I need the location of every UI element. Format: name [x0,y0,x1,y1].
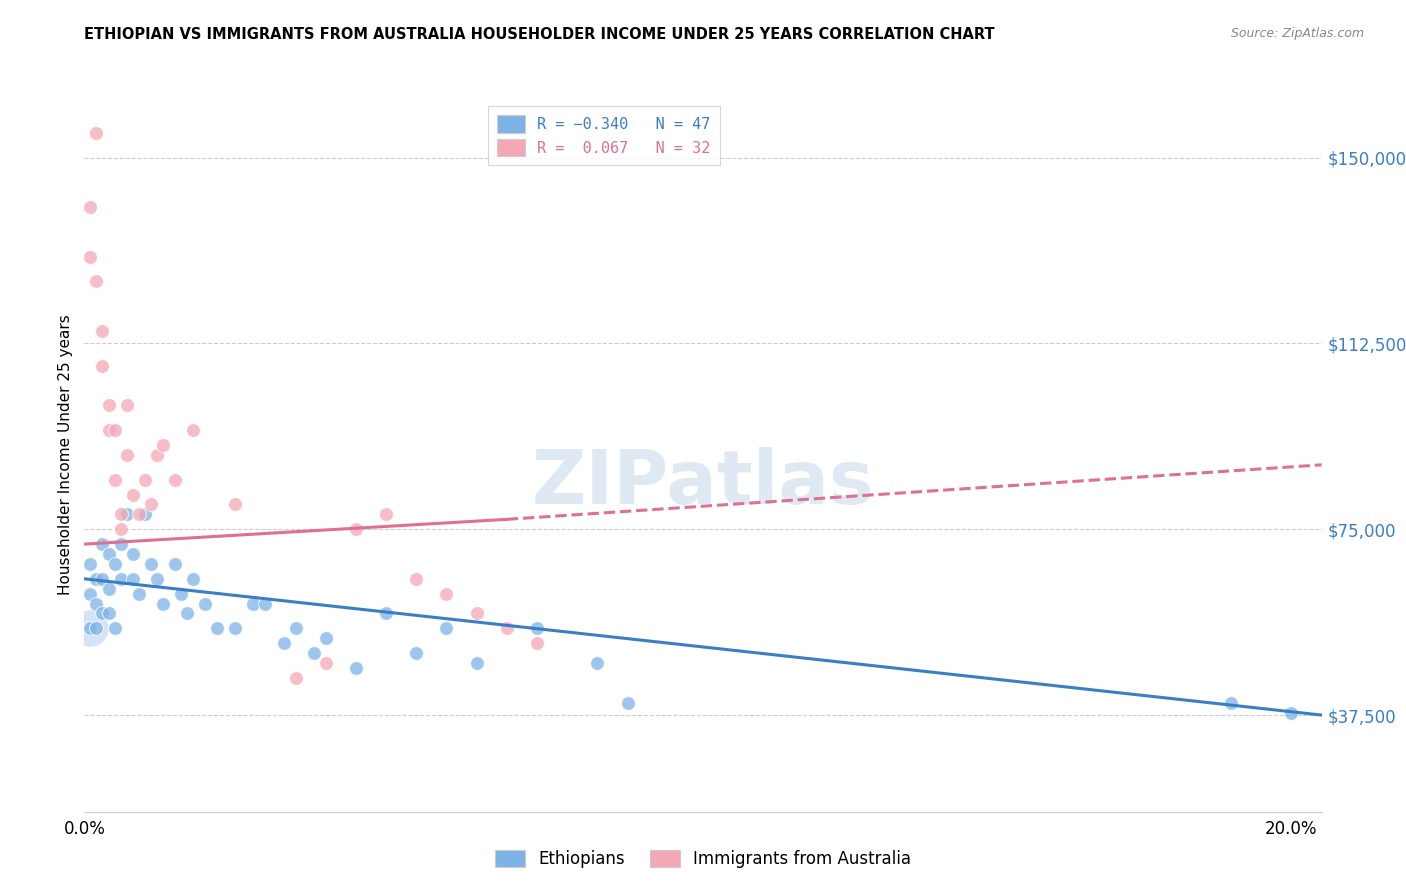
Point [344,522,367,536]
Point [121,487,143,501]
Point [91,537,114,551]
Point [115,508,138,522]
Point [110,522,132,536]
Legend: Ethiopians, Immigrants from Australia: Ethiopians, Immigrants from Australia [488,843,918,875]
Point [146,572,169,586]
Point [79,200,101,214]
Point [526,621,548,635]
Point [128,508,150,522]
Point [91,324,114,338]
Point [97,582,120,596]
Point [405,646,427,660]
Point [616,696,638,710]
Point [315,632,337,646]
Point [302,646,325,660]
Point [224,498,246,512]
Point [110,537,132,551]
Point [273,636,295,650]
Point [163,557,186,571]
Point [134,473,156,487]
Point [242,597,264,611]
Point [181,572,204,586]
Point [115,398,138,412]
Point [526,636,548,650]
Point [79,557,101,571]
Point [586,656,609,670]
Point [315,656,337,670]
Point [97,547,120,561]
Point [465,656,488,670]
Point [103,473,125,487]
Point [86,597,108,611]
Point [176,607,198,621]
Point [170,587,193,601]
Point [97,423,120,437]
Point [86,572,108,586]
Point [128,587,150,601]
Point [375,508,398,522]
Point [1220,696,1243,710]
Text: ZIPatlas: ZIPatlas [531,447,875,520]
Point [152,597,174,611]
Point [79,250,101,264]
Point [110,508,132,522]
Point [139,557,162,571]
Point [121,547,143,561]
Point [465,607,488,621]
Point [436,621,458,635]
Point [91,572,114,586]
Point [495,621,517,635]
Point [110,572,132,586]
Point [344,661,367,675]
Point [103,557,125,571]
Point [375,607,398,621]
Point [97,607,120,621]
Point [86,126,108,140]
Point [284,671,307,685]
Point [146,448,169,462]
Text: Source: ZipAtlas.com: Source: ZipAtlas.com [1230,27,1364,40]
Point [405,572,427,586]
Text: ETHIOPIAN VS IMMIGRANTS FROM AUSTRALIA HOUSEHOLDER INCOME UNDER 25 YEARS CORRELA: ETHIOPIAN VS IMMIGRANTS FROM AUSTRALIA H… [84,27,995,42]
Point [163,473,186,487]
Point [91,359,114,373]
Point [139,498,162,512]
Point [103,423,125,437]
Point [115,448,138,462]
Point [181,423,204,437]
Point [86,275,108,289]
Point [152,438,174,452]
Point [121,572,143,586]
Point [86,621,108,635]
Point [91,607,114,621]
Point [97,398,120,412]
Point [436,587,458,601]
Point [194,597,217,611]
Point [79,587,101,601]
Point [224,621,246,635]
Point [284,621,307,635]
Legend: R = −0.340   N = 47, R =  0.067   N = 32: R = −0.340 N = 47, R = 0.067 N = 32 [488,106,720,166]
Point [1281,706,1303,720]
Point [79,621,101,635]
Point [205,621,228,635]
Point [254,597,277,611]
Y-axis label: Householder Income Under 25 years: Householder Income Under 25 years [58,315,73,595]
Point [134,508,156,522]
Point [103,621,125,635]
Point [79,621,101,635]
